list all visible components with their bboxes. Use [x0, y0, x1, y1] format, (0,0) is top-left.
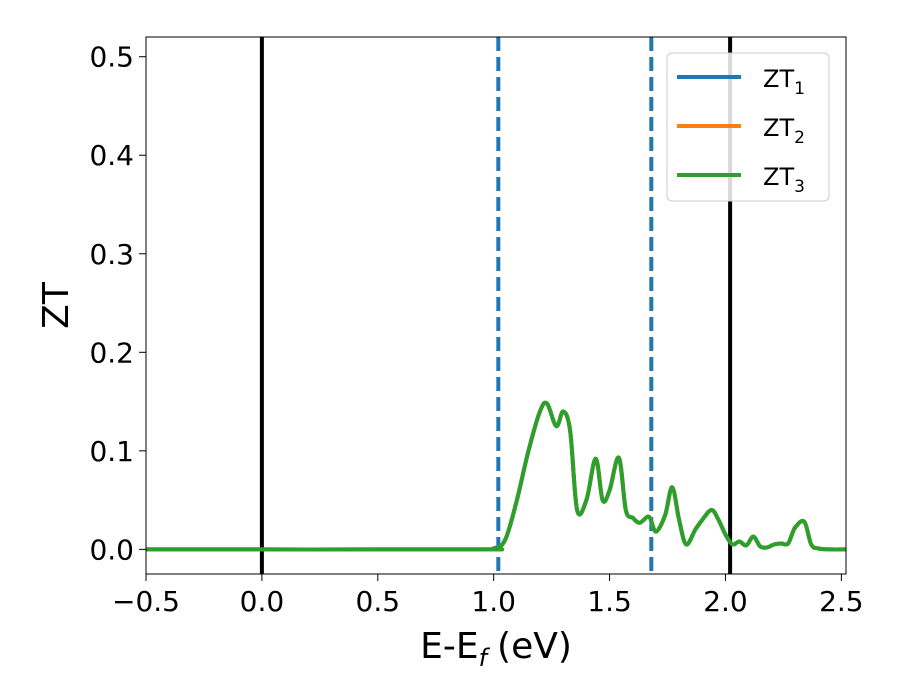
- x-axis-title-unit: (eV): [497, 626, 572, 667]
- legend-label-zt1: ZT1: [763, 65, 805, 99]
- x-tick-label: 1.0: [471, 585, 516, 618]
- legend-label-subscript: 3: [794, 177, 805, 197]
- y-axis-title: ZT: [36, 281, 77, 329]
- x-tick-label: 0.0: [240, 585, 285, 618]
- legend-label-subscript: 1: [794, 79, 805, 99]
- x-axis-title-main: E-E: [420, 626, 478, 667]
- y-tick-label: 0.2: [89, 336, 134, 369]
- x-tick-label: 1.5: [587, 585, 632, 618]
- x-tick-label: 2.5: [819, 585, 864, 618]
- y-tick-label: 0.4: [89, 139, 134, 172]
- legend-label-zt2: ZT2: [763, 114, 805, 148]
- x-axis-title: E-Ef (eV): [420, 626, 572, 672]
- x-axis: −0.5 0.0 0.5 1.0 1.5 2.0 2.5: [112, 574, 864, 618]
- x-tick-label: 0.5: [356, 585, 401, 618]
- plot-area-frame: [145, 36, 847, 575]
- legend-label-subscript: 2: [794, 128, 805, 148]
- legend-box: [666, 52, 830, 202]
- y-tick-label: 0.1: [89, 435, 134, 468]
- series-lines: [146, 400, 846, 552]
- y-tick-label: 0.5: [89, 41, 134, 74]
- legend-label-main: ZT: [763, 65, 794, 93]
- legend-label-main: ZT: [763, 163, 794, 191]
- series-line-zt3: [146, 400, 846, 552]
- y-tick-label: 0.0: [89, 533, 134, 566]
- y-tick-label: 0.3: [89, 238, 134, 271]
- x-tick-label: 2.0: [703, 585, 748, 618]
- legend-label-main: ZT: [763, 114, 794, 142]
- legend-label-zt3: ZT3: [763, 163, 805, 197]
- y-axis: 0.0 0.1 0.2 0.3 0.4 0.5: [89, 41, 146, 566]
- x-tick-label: −0.5: [112, 585, 180, 618]
